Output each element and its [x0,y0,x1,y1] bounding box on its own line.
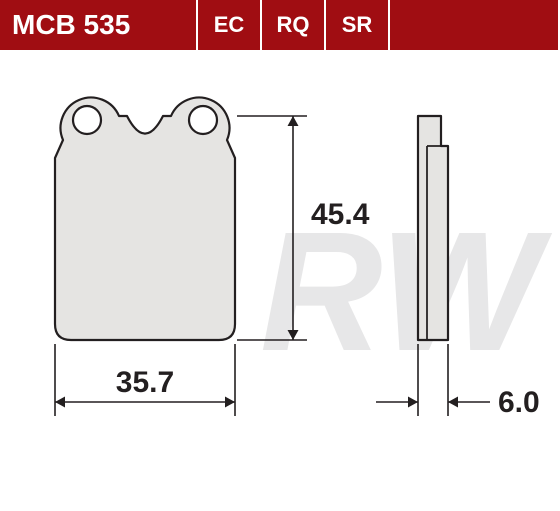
brake-pad-side [418,116,448,340]
header-variant-ec: EC [198,0,262,50]
figure-container: MCB 535ECRQSR RW 35.7 45.4 6.0 [0,0,560,511]
dim-height: 45.4 [311,198,370,231]
header-variant-sr: SR [326,0,390,50]
header-part-number: MCB 535 [0,0,198,50]
mount-hole-right [189,106,217,134]
svg-text:RW: RW [260,197,553,387]
mount-hole-left [73,106,101,134]
header-spacer [390,0,560,50]
technical-drawing: RW 35.7 45.4 6.0 [0,50,560,511]
dim-width: 35.7 [116,366,174,399]
dim-thickness: 6.0 [498,386,540,419]
header-bar: MCB 535ECRQSR [0,0,560,50]
header-variant-rq: RQ [262,0,326,50]
